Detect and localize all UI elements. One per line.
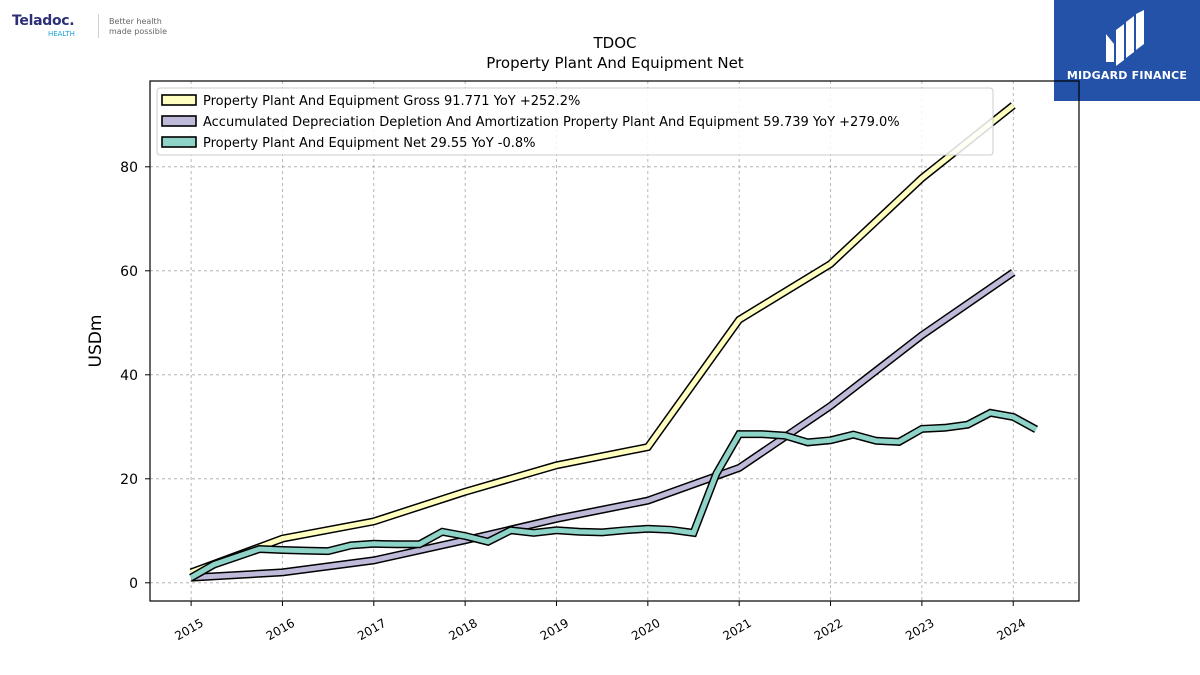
legend-entry: Property Plant And Equipment Net 29.55 Y… xyxy=(203,136,536,151)
legend-swatch xyxy=(161,136,197,148)
legend-entry: Accumulated Depreciation Depletion And A… xyxy=(203,115,900,130)
legend-box xyxy=(156,87,994,156)
x-tick-label: 2021 xyxy=(720,616,753,643)
series-lines xyxy=(189,102,1039,582)
x-tick-label: 2019 xyxy=(538,616,571,643)
logo-tagline: Better health made possible xyxy=(109,17,189,37)
series-0-outline xyxy=(189,102,1016,577)
tagline-line-2: made possible xyxy=(109,27,167,36)
x-tick-label: 2015 xyxy=(172,616,205,643)
midgard-finance-badge: MIDGARD FINANCE xyxy=(1054,0,1200,101)
x-axis: 2015 2016 2017 2018 2019 2020 2021 2022 2023 2024 xyxy=(172,601,1028,643)
x-tick-label: 2024 xyxy=(995,616,1028,643)
logo-wordmark: Teladoc. xyxy=(12,13,75,29)
logo-subtext: HEALTH xyxy=(48,30,75,38)
chart-title: TDOC xyxy=(593,34,637,52)
brand-logo: Teladoc. HEALTH Better health made possi… xyxy=(12,12,182,42)
y-axis: 0 20 40 60 80 xyxy=(120,160,150,592)
y-tick-label: 80 xyxy=(120,160,138,176)
x-tick-label: 2022 xyxy=(812,616,845,643)
legend: Property Plant And Equipment Gross 91.77… xyxy=(156,87,994,156)
chart-subtitle: Property Plant And Equipment Net xyxy=(486,54,743,72)
y-tick-label: 20 xyxy=(120,472,138,488)
legend-entry: Property Plant And Equipment Gross 91.77… xyxy=(203,94,580,109)
legend-swatch xyxy=(161,115,197,127)
y-tick-label: 0 xyxy=(129,576,138,592)
y-tick-label: 60 xyxy=(120,264,138,280)
tagline-line-1: Better health xyxy=(109,17,162,26)
x-tick-label: 2016 xyxy=(264,616,297,643)
series-0-line xyxy=(190,103,1015,575)
series-2-line xyxy=(189,410,1038,580)
midgard-logo-icon xyxy=(1106,10,1144,66)
x-tick-label: 2020 xyxy=(629,616,662,643)
y-axis-label: USDm xyxy=(86,315,106,368)
x-tick-label: 2018 xyxy=(446,616,479,643)
y-tick-label: 40 xyxy=(120,368,138,384)
logo-divider xyxy=(98,14,99,38)
x-tick-label: 2023 xyxy=(903,616,936,643)
badge-label: MIDGARD FINANCE xyxy=(1066,69,1188,82)
grid xyxy=(150,81,1079,601)
x-tick-label: 2017 xyxy=(355,616,388,643)
legend-swatch xyxy=(161,94,197,106)
series-1-line xyxy=(190,270,1015,581)
plot-area xyxy=(149,80,1080,602)
